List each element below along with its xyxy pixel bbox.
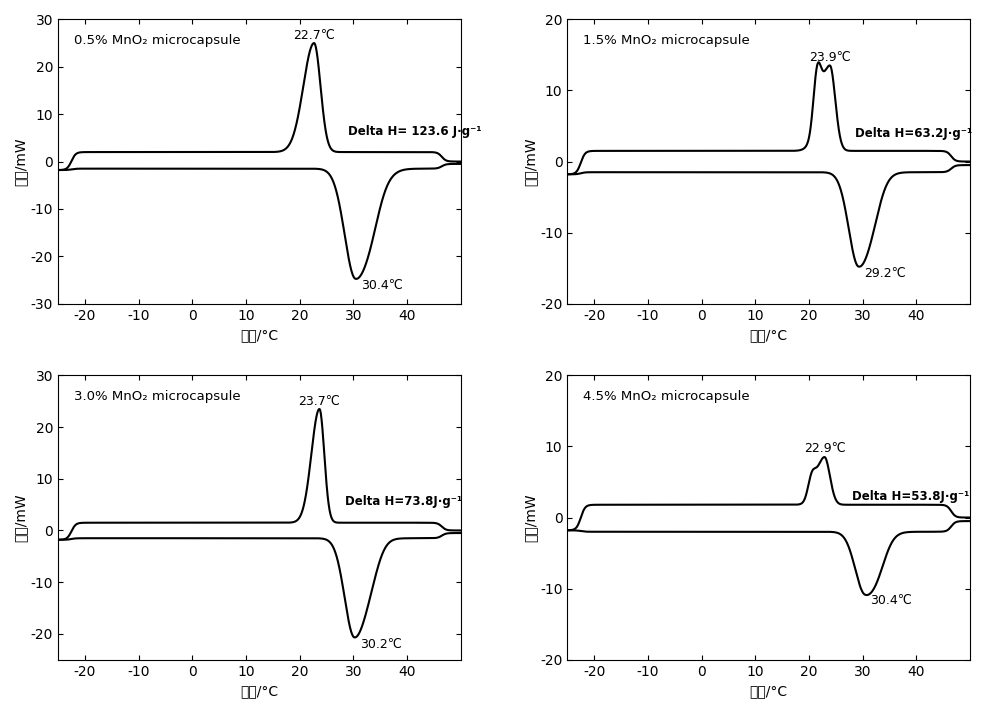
Y-axis label: 热流/mW: 热流/mW: [523, 137, 537, 186]
Text: 3.0% MnO₂ microcapsule: 3.0% MnO₂ microcapsule: [74, 389, 241, 402]
Y-axis label: 热流/mW: 热流/mW: [523, 493, 537, 542]
Text: 30.2℃: 30.2℃: [360, 638, 401, 651]
Text: Delta H= 123.6 J·g⁻¹: Delta H= 123.6 J·g⁻¹: [348, 125, 481, 138]
Text: Delta H=63.2J·g⁻¹: Delta H=63.2J·g⁻¹: [855, 127, 972, 140]
Text: 23.7℃: 23.7℃: [299, 394, 340, 407]
X-axis label: 温度/°C: 温度/°C: [750, 328, 788, 342]
X-axis label: 温度/°C: 温度/°C: [240, 328, 278, 342]
Y-axis label: 热流/mW: 热流/mW: [14, 493, 28, 542]
Text: 22.9℃: 22.9℃: [804, 442, 845, 455]
Text: 30.4℃: 30.4℃: [361, 279, 403, 292]
X-axis label: 温度/°C: 温度/°C: [240, 684, 278, 698]
Text: 22.7℃: 22.7℃: [293, 28, 335, 42]
Text: 0.5% MnO₂ microcapsule: 0.5% MnO₂ microcapsule: [74, 33, 241, 46]
Text: Delta H=73.8J·g⁻¹: Delta H=73.8J·g⁻¹: [345, 495, 462, 508]
Text: 30.4℃: 30.4℃: [870, 595, 912, 607]
Text: 23.9℃: 23.9℃: [809, 51, 851, 63]
X-axis label: 温度/°C: 温度/°C: [750, 684, 788, 698]
Text: 29.2℃: 29.2℃: [864, 267, 905, 280]
Text: Delta H=53.8J·g⁻¹: Delta H=53.8J·g⁻¹: [852, 490, 969, 503]
Y-axis label: 热流/mW: 热流/mW: [14, 137, 28, 186]
Text: 1.5% MnO₂ microcapsule: 1.5% MnO₂ microcapsule: [583, 33, 750, 46]
Text: 4.5% MnO₂ microcapsule: 4.5% MnO₂ microcapsule: [583, 389, 750, 402]
